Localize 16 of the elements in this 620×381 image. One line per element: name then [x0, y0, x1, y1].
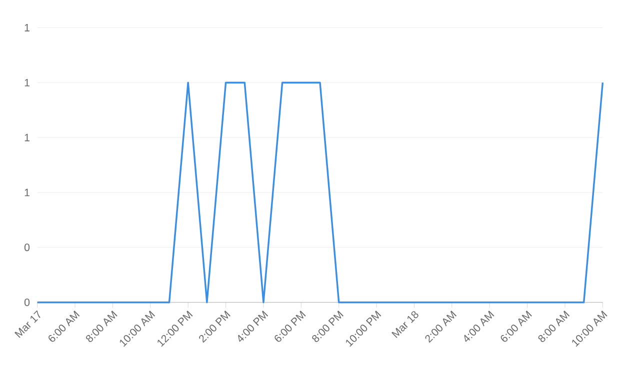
x-tick-label: 8:00 AM — [538, 310, 570, 342]
x-tick-label: 4:00 AM — [464, 310, 494, 342]
x-tick-label: 4:00 PM — [238, 310, 268, 342]
y-tick-label: 1 — [24, 188, 30, 196]
y-tick-label: 1 — [24, 78, 30, 86]
x-tick-label: 8:00 PM — [312, 310, 344, 342]
y-tick-label: 1 — [24, 24, 30, 32]
x-tick-label: 6:00 AM — [48, 310, 80, 342]
x-tick-label: 6:00 PM — [274, 310, 306, 342]
x-tick-label: 8:00 AM — [86, 310, 118, 342]
y-tick-label: 1 — [24, 134, 30, 142]
x-tick-label: Mar 17 — [14, 310, 40, 338]
y-tick-label: 0 — [24, 298, 30, 306]
y-tick-label: 0 — [24, 244, 30, 252]
x-tick-label: Mar 18 — [392, 311, 418, 338]
x-tick-label: 6:00 AM — [500, 310, 532, 342]
